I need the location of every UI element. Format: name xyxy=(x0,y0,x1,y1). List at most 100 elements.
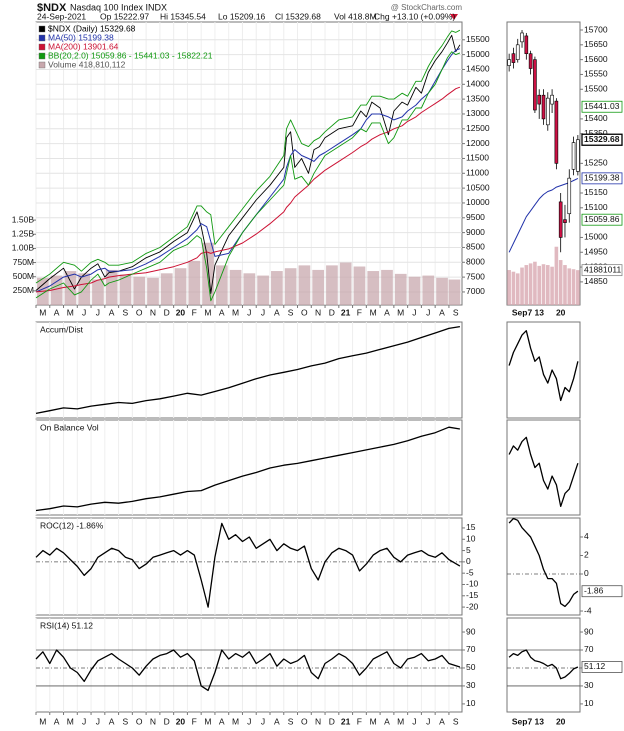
value-tag-label: 15199.38 xyxy=(584,173,620,183)
y-tick-label: -5 xyxy=(466,567,474,577)
x-tick-label: J xyxy=(96,716,100,726)
volume-bar xyxy=(188,260,201,305)
y-tick-label: -4 xyxy=(584,605,592,615)
volume-bar xyxy=(367,271,380,305)
volume-bar xyxy=(50,275,63,305)
indicator-line xyxy=(508,649,579,680)
quote-field: Cl 15329.68 xyxy=(275,11,321,21)
candle-body xyxy=(545,97,550,126)
y-tick-label: 8500 xyxy=(466,242,485,252)
y-tick-label: 8000 xyxy=(466,257,485,267)
volume-bar xyxy=(229,269,242,305)
x-tick-label: A xyxy=(54,716,60,726)
x-tick-label: 20 xyxy=(176,307,186,317)
indicator-line xyxy=(508,330,579,402)
value-tag xyxy=(581,213,623,226)
value-tag xyxy=(581,661,623,673)
x-tick-label: 20 xyxy=(176,716,186,726)
candle-body xyxy=(563,219,567,223)
x-tick-label: O xyxy=(136,716,143,726)
volume-bar xyxy=(511,271,516,305)
y2-tick-label: 750M xyxy=(13,257,34,267)
y-tick-label: 7500 xyxy=(466,271,485,281)
panel-frame xyxy=(506,21,581,306)
volume-bar xyxy=(528,263,533,305)
x-tick-label: J xyxy=(82,716,86,726)
volume-bar xyxy=(520,267,524,305)
x-tick-label: D xyxy=(329,716,335,726)
panel-frame xyxy=(35,517,463,616)
value-tag-label: 15441.03 xyxy=(584,101,620,111)
moving-average xyxy=(508,177,579,253)
x-tick-label: D xyxy=(164,307,170,317)
y-tick-label: 2 xyxy=(584,550,589,560)
x-tick-label: Sep7 xyxy=(512,716,533,726)
legend-swatch xyxy=(38,34,46,42)
indicator-line xyxy=(508,436,579,508)
y2-tick-label: 1.25B xyxy=(12,229,35,239)
y-tick-label: 10 xyxy=(466,698,476,708)
x-tick-label: N xyxy=(150,716,156,726)
y-tick-label: 13500 xyxy=(466,93,490,103)
legend-entry: MA(200) 13901.64 xyxy=(48,41,119,51)
legend-entry: $NDX (Daily) 15329.68 xyxy=(48,23,136,33)
candle-body xyxy=(507,59,511,66)
quote-field: Vol 418.8M xyxy=(334,11,377,21)
volume-bar xyxy=(567,268,572,305)
legend-entry: MA(50) 15199.38 xyxy=(48,32,114,42)
volume-bar xyxy=(257,275,269,305)
quote-field: Lo 15209.16 xyxy=(218,11,266,21)
volume-bar xyxy=(571,269,576,305)
x-tick-label: M xyxy=(39,307,46,317)
x-tick-label: M xyxy=(232,307,239,317)
volume-bar xyxy=(558,260,563,305)
y-tick-label: 15350 xyxy=(584,128,608,138)
y-tick-label: -10 xyxy=(466,579,479,589)
x-tick-label: 21 xyxy=(341,716,351,726)
candle-body xyxy=(511,53,516,63)
candle-body xyxy=(528,53,533,69)
legend-swatch xyxy=(38,61,46,69)
x-tick-label: J xyxy=(96,307,100,317)
candle-body xyxy=(533,59,537,111)
y2-tick-label: 1.50B xyxy=(12,214,35,224)
indicator-line xyxy=(508,517,579,608)
y-tick-label: 9500 xyxy=(466,212,485,222)
indicator-line xyxy=(35,649,461,692)
quote-field: Op 15222.97 xyxy=(100,11,149,21)
x-tick-label: N xyxy=(315,716,321,726)
y-tick-label: 15000 xyxy=(584,232,608,242)
panel-title: ROC(12) -1.86% xyxy=(40,520,104,530)
x-tick-label: J xyxy=(82,307,86,317)
y-tick-label: 30 xyxy=(584,680,594,690)
volume-bar xyxy=(298,265,311,305)
value-tag-label: 15329.68 xyxy=(584,134,620,144)
legend-entry: Volume 418,810,112 xyxy=(48,59,126,69)
y-tick-label: -20 xyxy=(466,601,479,611)
volume-bar xyxy=(394,273,407,305)
x-tick-label: M xyxy=(397,307,404,317)
volume-bar xyxy=(436,277,448,305)
indicator-line xyxy=(35,426,461,512)
x-tick-label: A xyxy=(439,307,445,317)
x-tick-label: J xyxy=(247,716,251,726)
volume-bar xyxy=(554,246,559,305)
x-tick-label: M xyxy=(232,716,239,726)
x-tick-label: A xyxy=(384,307,390,317)
candle-body xyxy=(558,201,563,238)
y-tick-label: 14000 xyxy=(466,79,490,89)
x-tick-label: S xyxy=(453,716,459,726)
panel-frame xyxy=(506,517,581,616)
y-tick-label: 90 xyxy=(584,626,594,636)
y-tick-label: 4 xyxy=(584,531,589,541)
volume-bar xyxy=(515,273,520,305)
candle-body xyxy=(554,100,559,164)
y-tick-label: 5 xyxy=(466,545,471,555)
volume-bar xyxy=(160,273,173,305)
x-tick-label: J xyxy=(426,307,430,317)
quote-field: Chg +13.10 (+0.09%) xyxy=(374,11,455,21)
x-tick-label: Sep7 xyxy=(512,307,533,317)
quote-field: Hi 15345.54 xyxy=(160,11,206,21)
x-tick-label: M xyxy=(370,307,377,317)
y2-tick-label: 250M xyxy=(13,285,34,295)
